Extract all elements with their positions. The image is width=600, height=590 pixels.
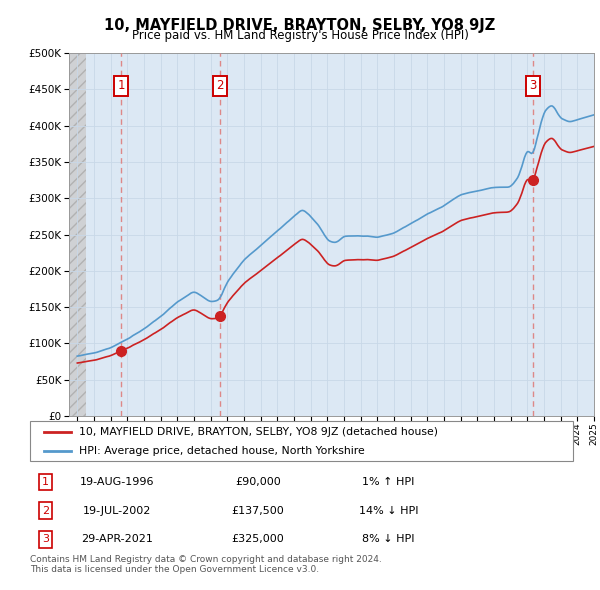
Text: £325,000: £325,000 [232,535,284,545]
Text: HPI: Average price, detached house, North Yorkshire: HPI: Average price, detached house, Nort… [79,445,365,455]
Text: 19-JUL-2002: 19-JUL-2002 [83,506,151,516]
Text: £90,000: £90,000 [235,477,281,487]
Text: Price paid vs. HM Land Registry's House Price Index (HPI): Price paid vs. HM Land Registry's House … [131,30,469,42]
Text: 10, MAYFIELD DRIVE, BRAYTON, SELBY, YO8 9JZ (detached house): 10, MAYFIELD DRIVE, BRAYTON, SELBY, YO8 … [79,427,438,437]
Text: 29-APR-2021: 29-APR-2021 [81,535,153,545]
Text: 2: 2 [216,79,223,92]
Text: £137,500: £137,500 [232,506,284,516]
Text: 14% ↓ HPI: 14% ↓ HPI [359,506,418,516]
Bar [69,53,86,416]
Text: 8% ↓ HPI: 8% ↓ HPI [362,535,415,545]
Text: 1: 1 [42,477,49,487]
Text: 10, MAYFIELD DRIVE, BRAYTON, SELBY, YO8 9JZ: 10, MAYFIELD DRIVE, BRAYTON, SELBY, YO8 … [104,18,496,32]
FancyBboxPatch shape [30,421,573,461]
Text: 19-AUG-1996: 19-AUG-1996 [80,477,154,487]
Text: 3: 3 [529,79,536,92]
Text: Contains HM Land Registry data © Crown copyright and database right 2024.
This d: Contains HM Land Registry data © Crown c… [30,555,382,574]
Text: 1: 1 [118,79,125,92]
Text: 1% ↑ HPI: 1% ↑ HPI [362,477,415,487]
Text: 2: 2 [41,506,49,516]
Text: 3: 3 [42,535,49,545]
